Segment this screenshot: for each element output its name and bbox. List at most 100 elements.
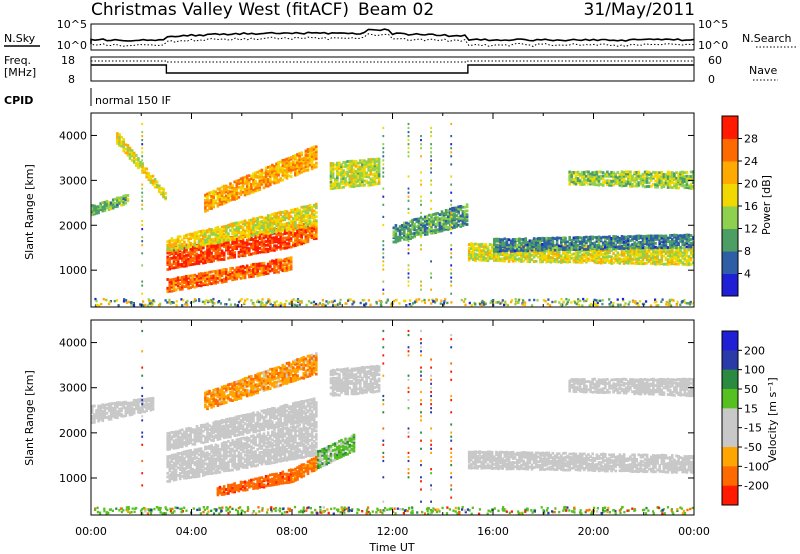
heatmap-cell xyxy=(553,248,557,252)
heatmap-cell xyxy=(214,238,218,242)
heatmap-cell xyxy=(553,259,557,263)
heatmap-cell xyxy=(233,241,236,244)
heatmap-cell xyxy=(671,245,674,249)
heatmap-cell xyxy=(581,304,584,307)
heatmap-cell xyxy=(222,241,226,245)
heatmap-cell xyxy=(312,229,316,232)
heatmap-cell xyxy=(141,143,144,146)
heatmap-cell xyxy=(176,282,180,286)
heatmap-cell xyxy=(296,212,299,215)
heatmap-cell xyxy=(308,231,312,234)
heatmap-cell xyxy=(668,243,672,247)
heatmap-cell xyxy=(652,248,655,251)
heatmap-cell xyxy=(526,258,530,261)
heatmap-cell xyxy=(124,194,128,197)
heatmap-cell xyxy=(457,219,460,223)
heatmap-cell xyxy=(166,257,169,261)
heatmap-cell xyxy=(266,243,270,247)
heatmap-cell xyxy=(103,209,107,213)
heatmap-cell xyxy=(497,252,500,256)
heatmap-cell xyxy=(229,267,232,270)
heatmap-cell xyxy=(683,247,687,250)
heatmap-cell xyxy=(329,174,333,178)
heatmap-cell xyxy=(462,300,466,303)
heatmap-cell xyxy=(178,252,182,256)
heatmap-cell xyxy=(503,246,507,249)
heatmap-cell xyxy=(212,297,215,301)
heatmap-cell xyxy=(405,304,408,307)
heatmap-cell xyxy=(193,240,197,244)
heatmap-cell xyxy=(95,211,98,215)
heatmap-cell xyxy=(229,254,232,258)
heatmap-cell xyxy=(656,252,659,256)
heatmap-cell xyxy=(269,264,272,268)
heatmap-cell xyxy=(285,246,289,250)
heatmap-cell xyxy=(122,140,125,143)
heatmap-cell xyxy=(683,243,687,247)
heatmap-cell xyxy=(269,227,272,230)
heatmap-cell xyxy=(549,252,553,255)
heatmap-cell xyxy=(130,152,134,156)
heatmap-cell xyxy=(225,233,228,237)
heatmap-cell xyxy=(189,232,192,236)
heatmap-cell xyxy=(162,189,165,193)
heatmap-cell xyxy=(629,182,632,186)
heatmap-cell xyxy=(248,273,251,277)
heatmap-cell xyxy=(287,231,291,235)
heatmap-cell xyxy=(252,244,255,248)
heatmap-cell xyxy=(279,170,282,174)
heatmap-cell xyxy=(618,247,622,250)
heatmap-cell xyxy=(139,303,142,306)
heatmap-cell xyxy=(671,298,674,302)
heatmap-cell xyxy=(660,183,664,187)
heatmap-cell xyxy=(614,257,617,261)
heatmap-cell xyxy=(467,256,471,260)
heatmap-cell xyxy=(98,304,101,307)
heatmap-cell xyxy=(252,268,255,272)
heatmap-cell xyxy=(218,197,222,201)
heatmap-cell xyxy=(193,254,197,257)
heatmap-cell xyxy=(612,239,615,243)
heatmap-cell xyxy=(614,181,617,185)
heatmap-cell xyxy=(185,301,188,304)
heatmap-cell xyxy=(141,135,144,138)
heatmap-cell xyxy=(269,181,272,185)
heatmap-cell xyxy=(438,213,442,216)
heatmap-cell xyxy=(166,259,169,262)
heatmap-cell xyxy=(591,181,594,185)
heatmap-cell xyxy=(120,142,123,146)
heatmap-cell xyxy=(635,174,638,178)
heatmap-cell xyxy=(574,256,578,260)
heatmap-cell xyxy=(633,253,636,257)
heatmap-cell xyxy=(304,207,308,211)
heatmap-cell xyxy=(279,268,282,271)
heatmap-cell xyxy=(183,262,186,266)
heatmap-cell xyxy=(300,222,303,225)
heatmap-cell xyxy=(298,156,301,159)
heatmap-cell xyxy=(277,165,280,168)
heatmap-cell xyxy=(585,170,588,174)
heatmap-cell xyxy=(212,237,215,241)
heatmap-cell xyxy=(208,280,211,284)
heatmap-cell xyxy=(273,173,276,177)
heatmap-cell xyxy=(248,270,251,273)
heatmap-cell xyxy=(451,211,454,215)
heatmap-cell xyxy=(668,253,672,256)
heatmap-cell xyxy=(304,157,308,161)
heatmap-cell xyxy=(604,181,607,185)
heatmap-cell xyxy=(329,172,333,176)
heatmap-cell xyxy=(677,179,680,182)
heatmap-cell xyxy=(283,258,287,261)
heatmap-cell xyxy=(643,238,647,242)
heatmap-cell xyxy=(486,245,490,249)
heatmap-cell xyxy=(461,221,465,225)
heatmap-cell xyxy=(245,187,249,190)
heatmap-cell xyxy=(204,238,207,242)
heatmap-cell xyxy=(150,300,153,303)
heatmap-cell xyxy=(658,260,661,264)
heatmap-cell xyxy=(283,222,287,226)
heatmap-cell xyxy=(516,251,519,255)
heatmap-cell xyxy=(145,173,148,177)
heatmap-cell xyxy=(643,180,647,184)
heatmap-cell xyxy=(166,290,169,294)
